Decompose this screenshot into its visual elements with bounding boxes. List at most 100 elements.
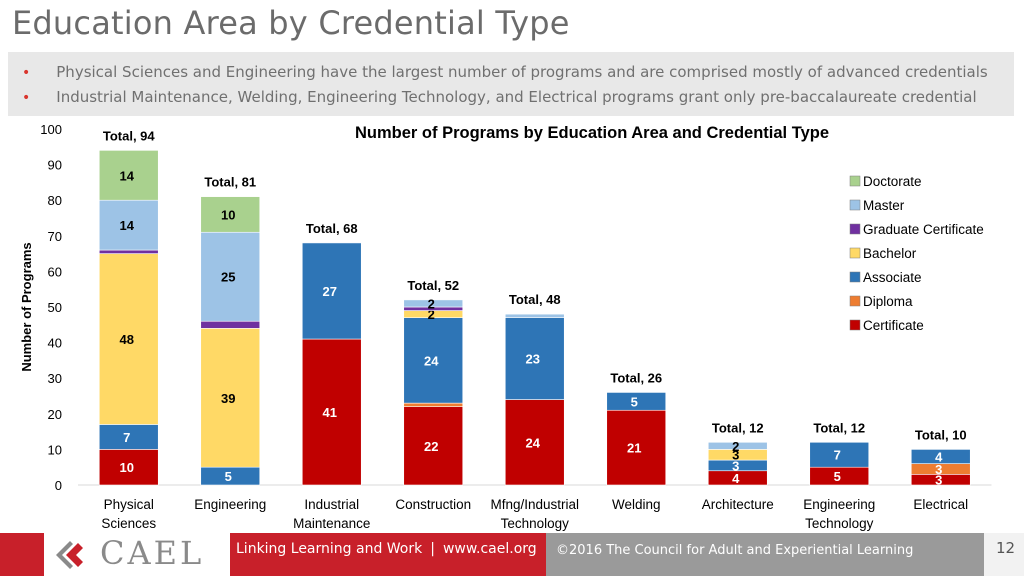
bullet-list: • Physical Sciences and Engineering have … bbox=[8, 52, 1014, 116]
data-label: 3 bbox=[935, 473, 942, 488]
footer-tagline: Linking Learning and Work | www.cael.org bbox=[236, 541, 537, 557]
data-label: 24 bbox=[424, 353, 439, 368]
data-label: 21 bbox=[627, 441, 641, 456]
footer-logo-area: CAEL bbox=[44, 533, 230, 576]
x-tick-label: Architecture bbox=[702, 497, 774, 512]
data-label: 24 bbox=[526, 435, 541, 450]
bullet-item: • Industrial Maintenance, Welding, Engine… bbox=[22, 88, 977, 106]
data-label: 5 bbox=[631, 394, 638, 409]
y-tick-label: 30 bbox=[48, 371, 62, 386]
legend-label: Certificate bbox=[863, 318, 924, 333]
bar-segment-master bbox=[504, 313, 565, 318]
footer-tagline-band bbox=[230, 533, 546, 576]
data-label: 27 bbox=[323, 284, 337, 299]
y-tick-label: 60 bbox=[48, 264, 62, 279]
bullet-marker: • bbox=[22, 65, 31, 81]
bar-segment-bachelor bbox=[200, 328, 261, 468]
bar-segment-graduate-certificate bbox=[98, 249, 159, 254]
footer-copyright: ©2016 The Council for Adult and Experien… bbox=[556, 543, 914, 558]
bar-segment-doctorate bbox=[98, 150, 159, 201]
legend-label: Associate bbox=[863, 270, 922, 285]
bullet-marker: • bbox=[22, 90, 31, 106]
total-label: Total, 68 bbox=[306, 221, 358, 236]
data-label: 10 bbox=[221, 207, 235, 222]
tagline-separator: | bbox=[430, 541, 435, 557]
data-label: 2 bbox=[428, 296, 435, 311]
x-tick-label: Maintenance bbox=[293, 516, 370, 531]
bar-segment-master bbox=[98, 199, 159, 251]
y-tick-label: 40 bbox=[48, 336, 62, 351]
y-tick-label: 100 bbox=[40, 122, 62, 137]
data-label: 3 bbox=[732, 448, 739, 463]
total-label: Total, 94 bbox=[103, 128, 156, 143]
y-tick-label: 10 bbox=[48, 442, 62, 457]
bullet-text: Physical Sciences and Engineering have t… bbox=[56, 63, 988, 81]
x-tick-label: Technology bbox=[805, 516, 874, 531]
bar-segment-associate bbox=[809, 441, 870, 468]
bar-segment-master bbox=[200, 231, 261, 322]
data-label: 3 bbox=[935, 462, 942, 477]
bar-segment-bachelor bbox=[98, 253, 159, 425]
data-label: 39 bbox=[221, 391, 235, 406]
data-label: 14 bbox=[120, 218, 135, 233]
x-tick-label: Electrical bbox=[913, 497, 968, 512]
legend-swatch bbox=[849, 319, 861, 331]
bar-segment-associate bbox=[98, 424, 159, 450]
bar-segment-master bbox=[707, 441, 768, 450]
y-tick-label: 50 bbox=[48, 300, 62, 315]
x-tick-label: Engineering bbox=[803, 497, 875, 512]
total-label: Total, 12 bbox=[813, 420, 865, 435]
data-label: 7 bbox=[123, 430, 130, 445]
x-tick-label: Industrial bbox=[304, 497, 359, 512]
bullet-text: Industrial Maintenance, Welding, Enginee… bbox=[56, 88, 977, 106]
legend-swatch bbox=[849, 295, 861, 307]
chart-title: Number of Programs by Education Area and… bbox=[355, 124, 829, 142]
data-label: 5 bbox=[834, 469, 841, 484]
data-label: 10 bbox=[120, 460, 134, 475]
x-tick-label: Construction bbox=[395, 497, 471, 512]
bar-segment-certificate bbox=[98, 449, 159, 486]
data-label: 2 bbox=[428, 307, 435, 322]
legend-label: Doctorate bbox=[863, 174, 922, 189]
bar-segment-certificate bbox=[403, 406, 464, 486]
y-tick-label: 20 bbox=[48, 407, 62, 422]
y-axis-label: Number of Programs bbox=[19, 242, 34, 371]
bar-segment-associate bbox=[504, 317, 565, 400]
page-number: 12 bbox=[996, 539, 1016, 557]
data-label: 3 bbox=[732, 458, 739, 473]
x-tick-label: Mfng/Industrial bbox=[490, 497, 579, 512]
bar-segment-certificate bbox=[504, 399, 565, 486]
bar-segment-doctorate bbox=[200, 196, 261, 233]
tagline-text: Linking Learning and Work bbox=[236, 541, 423, 557]
data-label: 22 bbox=[424, 439, 438, 454]
data-label: 4 bbox=[935, 450, 943, 465]
legend-swatch bbox=[849, 175, 861, 187]
bar-segment-associate bbox=[606, 392, 667, 411]
bar-segment-diploma bbox=[403, 402, 464, 407]
y-tick-label: 80 bbox=[48, 193, 62, 208]
bar-segment-master bbox=[403, 299, 464, 308]
data-label: 25 bbox=[221, 270, 235, 285]
bar-segment-certificate bbox=[606, 409, 667, 486]
x-tick-label: Physical bbox=[104, 497, 154, 512]
y-tick-label: 90 bbox=[48, 158, 62, 173]
data-label: 2 bbox=[732, 439, 739, 454]
total-label: Total, 10 bbox=[915, 427, 967, 442]
bar-segment-graduate-certificate bbox=[200, 320, 261, 329]
legend-swatch bbox=[849, 223, 861, 235]
data-label: 41 bbox=[323, 405, 337, 420]
stacked-bar-chart: Number of Programs by Education Area and… bbox=[19, 122, 992, 531]
data-label: 4 bbox=[732, 471, 740, 486]
footer-copyright-band bbox=[546, 533, 984, 576]
total-label: Total, 26 bbox=[610, 370, 662, 385]
data-label: 7 bbox=[834, 448, 841, 463]
cael-logo-icon bbox=[56, 541, 83, 569]
y-tick-label: 0 bbox=[55, 478, 62, 493]
bar-segment-associate bbox=[301, 242, 362, 340]
data-label: 23 bbox=[526, 352, 540, 367]
data-label: 48 bbox=[120, 332, 134, 347]
legend-swatch bbox=[849, 271, 861, 283]
website-link[interactable]: www.cael.org bbox=[442, 541, 537, 557]
bar-segment-associate bbox=[910, 449, 971, 464]
total-label: Total, 12 bbox=[712, 420, 764, 435]
